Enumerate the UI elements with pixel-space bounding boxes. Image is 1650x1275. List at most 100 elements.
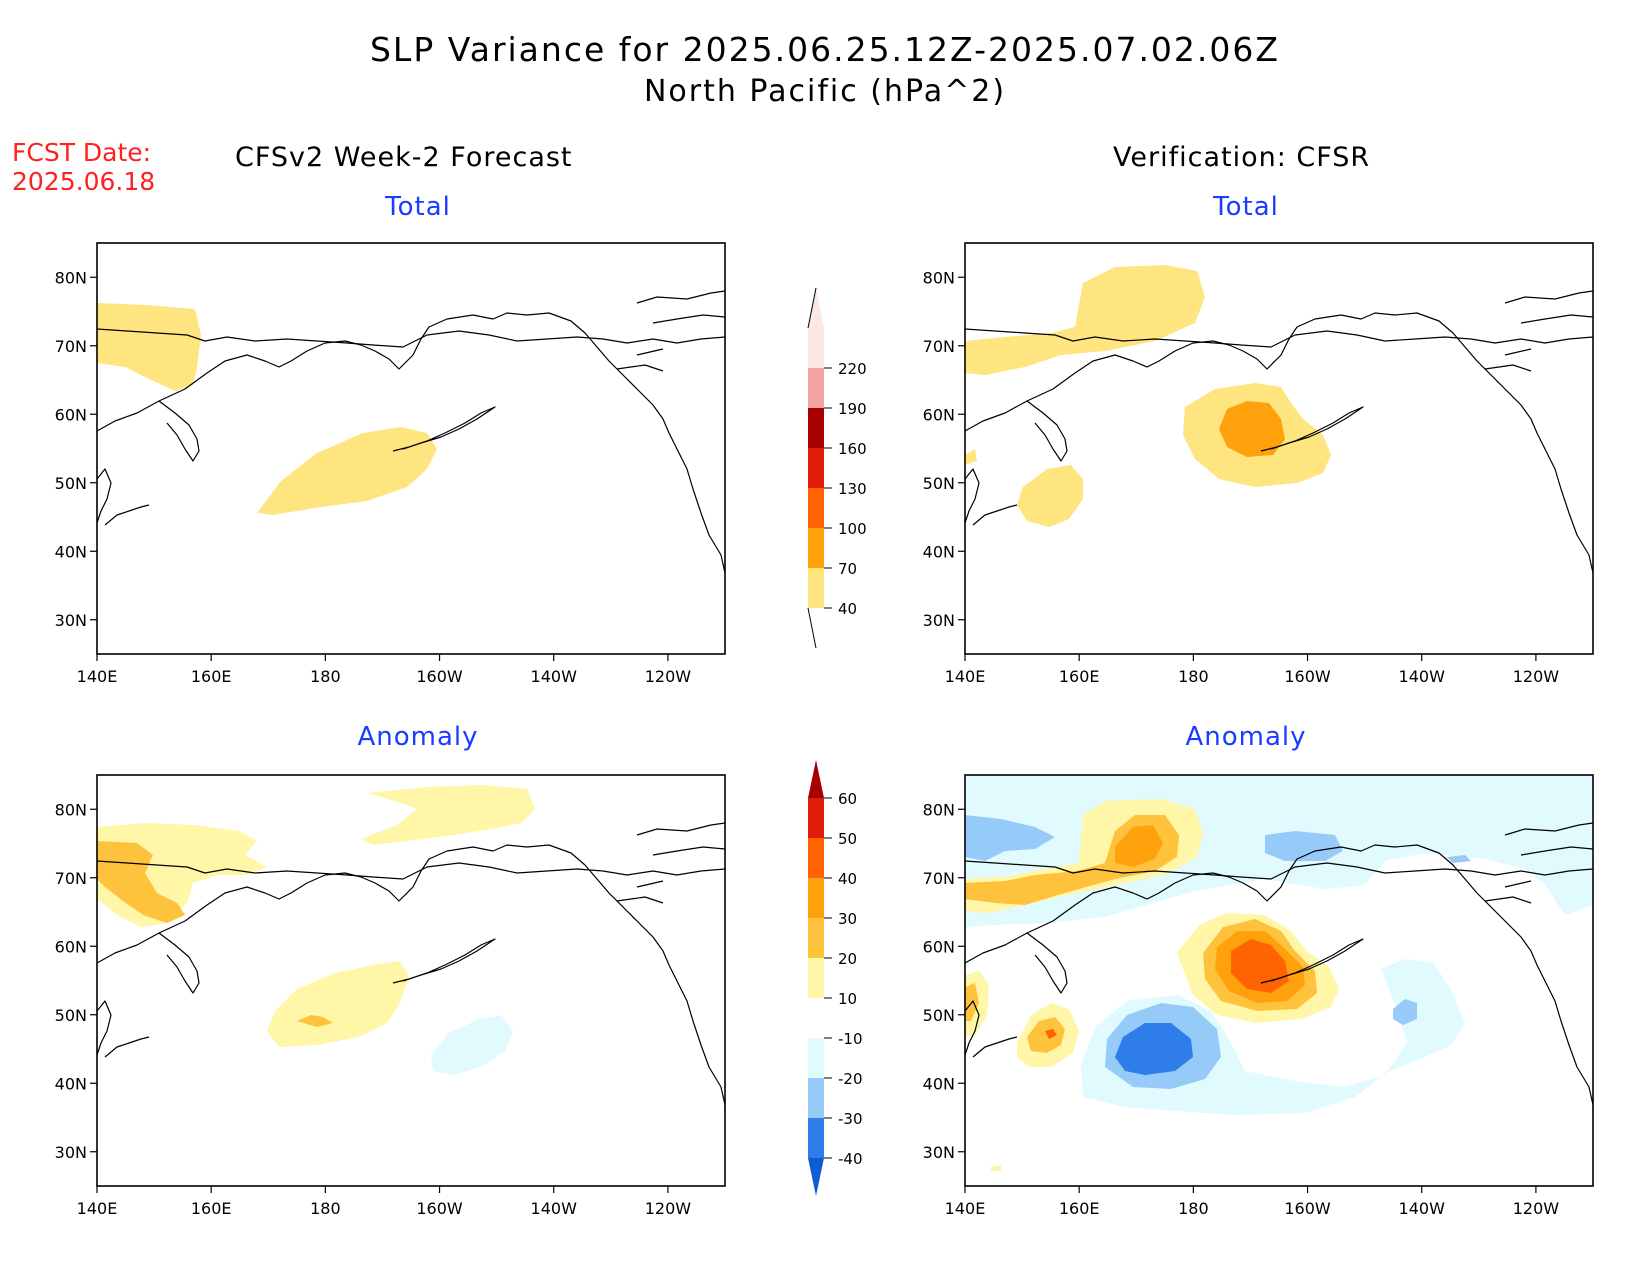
lat-tick-label: 80N [55, 268, 87, 287]
colorbar-total-box [808, 488, 824, 528]
lat-tick-label: 60N [55, 937, 87, 956]
lon-tick-label: 140W [531, 667, 578, 686]
colorbar-total-box [808, 528, 824, 568]
contour-shade [1393, 999, 1417, 1025]
colorbar-total-label: 70 [838, 560, 857, 578]
lon-tick-label: 120W [645, 1199, 692, 1218]
contour-shade [1115, 1023, 1193, 1075]
panel-title-verification-anomaly: Anomaly [1185, 722, 1307, 752]
contour-shade [1447, 855, 1471, 863]
lon-tick-label: 140W [531, 1199, 578, 1218]
column-title-forecast: CFSv2 Week-2 Forecast [235, 142, 573, 173]
lon-tick-label: 180 [1178, 667, 1209, 686]
lat-tick-label: 80N [923, 268, 955, 287]
lat-tick-label: 60N [923, 937, 955, 956]
map-frame [96, 774, 726, 1187]
lon-tick-label: 160W [1284, 1199, 1331, 1218]
lat-tick-label: 50N [55, 474, 87, 493]
lon-tick-label: 120W [645, 667, 692, 686]
contour-shade [965, 815, 1055, 861]
lat-tick-label: 40N [55, 542, 87, 561]
lon-tick-label: 160E [1059, 1199, 1100, 1218]
coastline [616, 822, 726, 904]
colorbar-anomaly-label: -20 [838, 1070, 863, 1088]
colorbar-anomaly-box [808, 1118, 824, 1158]
coastline [96, 468, 150, 526]
map-panel-vf-total: 140E 160E 180 160W 140W 120W 80N 70N 60N 50N 40N 30… [923, 242, 1594, 686]
contour-shade [257, 427, 437, 515]
map-frame [964, 774, 1594, 1187]
lat-tick-label: 30N [55, 1143, 87, 1162]
colorbar-anomaly-bottom [808, 1158, 824, 1196]
map-panel-fc-total: 140E 160E 180 160W 140W 120W 80N 70N 60N 50N 40N 30… [55, 242, 726, 686]
lon-tick-label: 180 [1178, 1199, 1209, 1218]
coastline [158, 932, 200, 994]
coastline [964, 312, 1594, 574]
lat-tick-label: 80N [923, 800, 955, 819]
colorbar-anomaly-label: 50 [838, 830, 857, 848]
figure-title-line2: North Pacific (hPa^2) [643, 74, 1007, 109]
colorbar-anomaly-box [808, 1078, 824, 1118]
contour-shade [297, 1015, 333, 1027]
coastline [392, 406, 496, 452]
panel-title-forecast-anomaly: Anomaly [357, 722, 479, 752]
map-panel-fc-anom: 140E 160E 180 160W 140W 120W 80N 70N 60N 50N 40N 30… [55, 774, 726, 1218]
colorbar-total-box [808, 408, 824, 448]
colorbar-total-label: 220 [838, 360, 867, 378]
coastline [158, 400, 200, 462]
coastline [1484, 822, 1594, 904]
lat-tick-label: 40N [55, 1074, 87, 1093]
contour-shade [1219, 401, 1285, 457]
colorbar-anomaly-box [808, 918, 824, 958]
coastline [964, 860, 1594, 880]
colorbar-anomaly-label: -10 [838, 1030, 863, 1048]
forecast-date-value: 2025.06.18 [12, 167, 156, 196]
contour-shade [267, 961, 409, 1047]
lon-tick-label: 140E [945, 667, 986, 686]
lon-tick-label: 120W [1513, 667, 1560, 686]
colorbar-total-label: 160 [838, 440, 867, 458]
lon-tick-label: 160E [191, 1199, 232, 1218]
coastline [1026, 932, 1068, 994]
coastline [392, 938, 496, 984]
coastline [964, 844, 1594, 1106]
colorbar-anomaly: -40 -30 -20 -10 10 20 30 40 50 60 [808, 760, 863, 1196]
lon-tick-label: 160W [416, 667, 463, 686]
lat-tick-label: 40N [923, 542, 955, 561]
lon-tick-label: 160W [1284, 667, 1331, 686]
map-panel-vf-anom: 140E 160E 180 160W 140W 120W 80N 70N 60N 50N 40N 30… [923, 774, 1594, 1218]
forecast-date-label: FCST Date: [12, 138, 152, 167]
colorbar-total-box [808, 328, 824, 368]
contour-shade [1017, 465, 1083, 527]
contour-shade [965, 265, 1205, 375]
contour-shade [97, 841, 185, 923]
coastline [964, 328, 1594, 348]
coastline [616, 290, 726, 372]
coastline [96, 328, 726, 348]
coastline [96, 860, 726, 880]
lat-tick-label: 60N [923, 405, 955, 424]
coastline [1260, 406, 1364, 452]
lat-tick-label: 50N [55, 1006, 87, 1025]
colorbar-total-label: 190 [838, 400, 867, 418]
column-title-verification: Verification: CFSR [1113, 142, 1371, 173]
colorbar-anomaly-box [808, 798, 824, 838]
lat-tick-label: 50N [923, 1006, 955, 1025]
colorbar-anomaly-box [808, 958, 824, 998]
lon-tick-label: 180 [310, 667, 341, 686]
lat-tick-label: 60N [55, 405, 87, 424]
colorbar-total-top [808, 288, 824, 328]
lon-tick-label: 180 [310, 1199, 341, 1218]
contour-shade [1045, 1029, 1057, 1039]
colorbar-total-box [808, 448, 824, 488]
colorbar-total: 40 70 100 130 160 190 220 [807, 287, 867, 649]
lon-tick-label: 140E [945, 1199, 986, 1218]
forecast-date: FCST Date: 2025.06.18 [12, 138, 155, 196]
map-frame [964, 242, 1594, 655]
lat-tick-label: 30N [923, 1143, 955, 1162]
coastline [96, 312, 726, 574]
contour-shade [965, 449, 977, 465]
colorbar-anomaly-label: 60 [838, 790, 857, 808]
coastline [964, 1000, 1018, 1058]
